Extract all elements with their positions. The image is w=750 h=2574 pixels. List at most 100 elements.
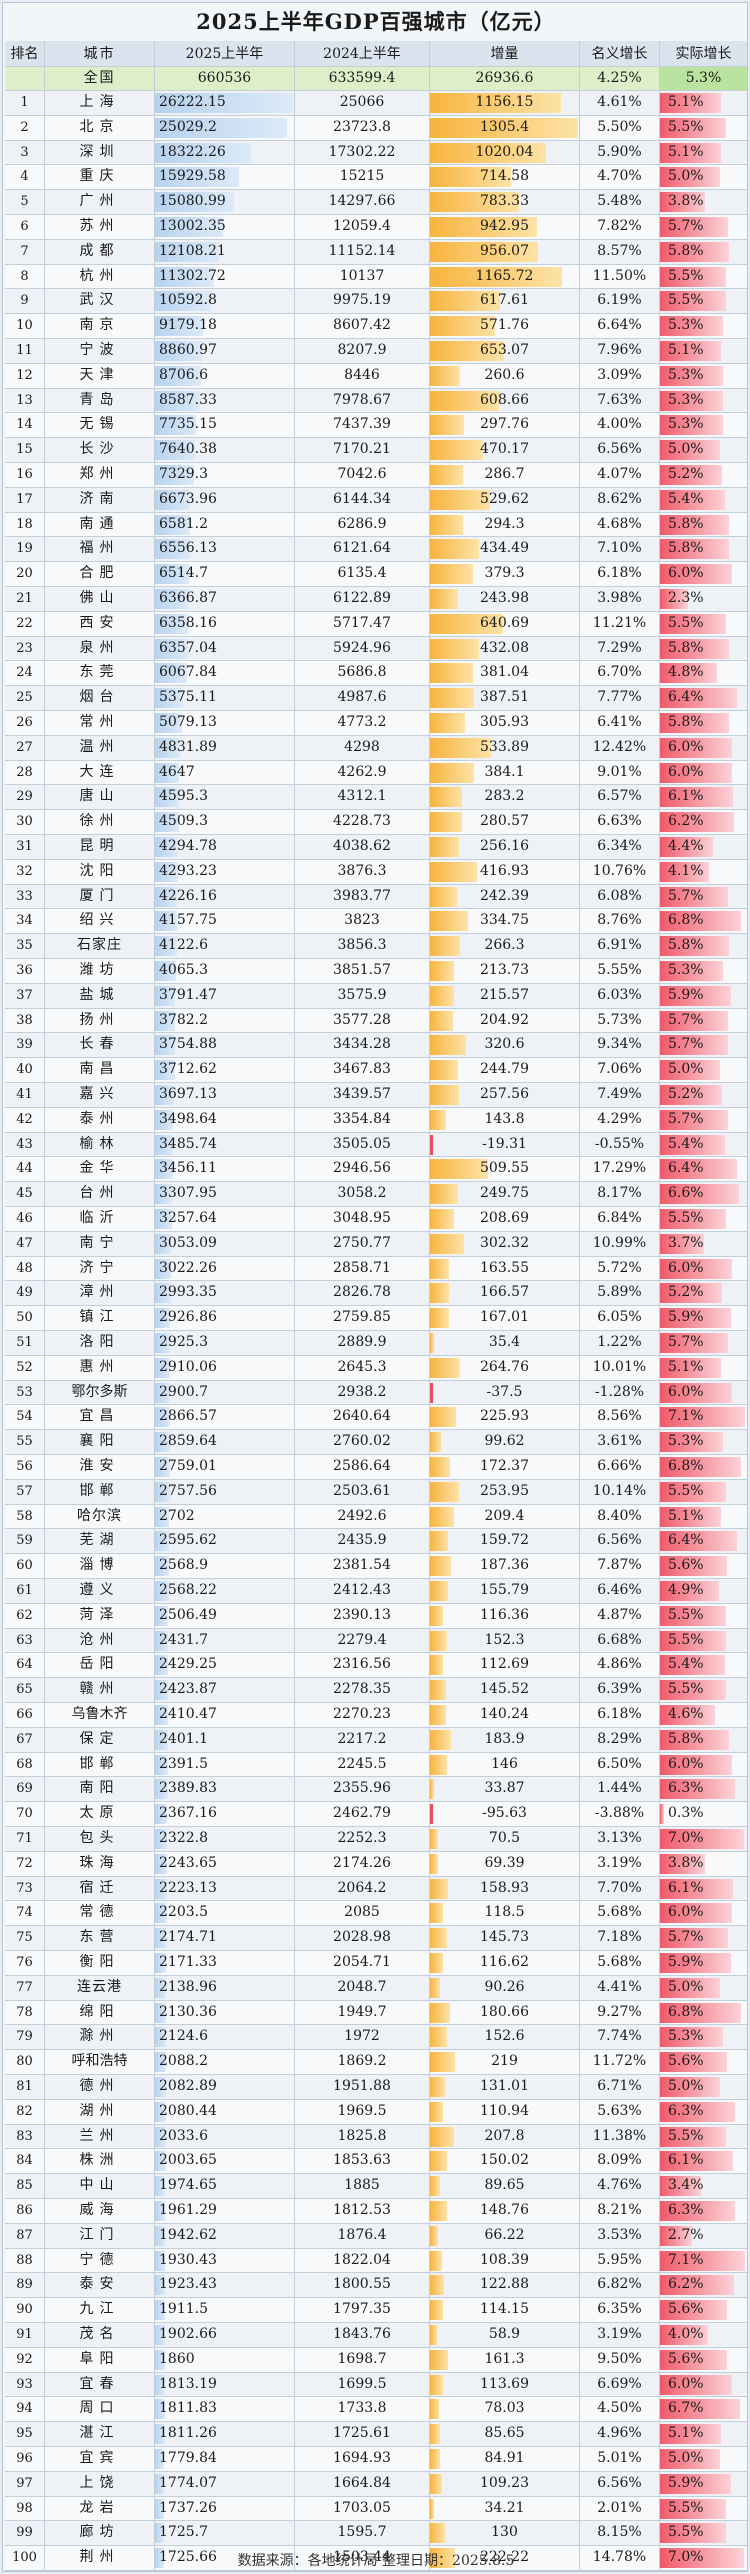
real-growth-cell: 6.0%	[660, 1753, 747, 1777]
increase-value: 294.3	[484, 515, 525, 532]
city-cell: 济南	[45, 487, 155, 512]
increase-bar	[430, 911, 468, 932]
gdp-2025-bar	[155, 1109, 174, 1130]
increase-value: 416.93	[480, 862, 529, 879]
increase-cell: 571.76	[430, 314, 580, 338]
table-header: 排名 城市 2025上半年 2024上半年 增量 名义增长 实际增长	[5, 41, 747, 67]
rank-cell: 66	[5, 1703, 45, 1727]
city-cell: 包头	[45, 1827, 155, 1851]
increase-bar	[430, 2449, 440, 2469]
total-real-growth: 5.3%	[660, 67, 747, 90]
city-cell: 岳阳	[45, 1653, 155, 1678]
increase-value: 387.51	[480, 689, 529, 706]
gdp-2025-bar	[155, 1853, 167, 1874]
gdp-2024-cell: 2390.13	[295, 1603, 430, 1628]
increase-value: 640.69	[480, 614, 529, 631]
gdp-2025-cell: 4509.3	[155, 810, 295, 834]
gdp-2025-bar	[155, 1010, 175, 1031]
rank-cell: 64	[5, 1653, 45, 1678]
gdp-2024-cell: 4298	[295, 735, 430, 760]
increase-bar	[430, 2349, 449, 2370]
gdp-2024-cell: 5686.8	[295, 661, 430, 686]
real-growth-cell: 0.3%	[660, 1802, 747, 1826]
gdp-2024-cell: 3577.28	[295, 1008, 430, 1033]
gdp-2025-bar	[155, 514, 190, 535]
increase-value: 257.56	[480, 1086, 529, 1102]
gdp-2024-cell: 2645.3	[295, 1355, 430, 1380]
gdp-2025-cell: 1974.65	[155, 2174, 295, 2198]
increase-bar	[430, 861, 478, 882]
increase-cell: 152.3	[430, 1628, 580, 1653]
real-growth-value: 5.7%	[668, 1011, 704, 1028]
nominal-growth-cell: 8.40%	[580, 1504, 660, 1529]
gdp-2024-cell: 7437.39	[295, 413, 430, 438]
increase-bar	[430, 1407, 456, 1428]
nominal-growth-cell: 8.17%	[580, 1182, 660, 1206]
real-growth-cell: 5.4%	[660, 488, 747, 512]
gdp-2025-bar	[155, 812, 179, 833]
real-growth-bar	[660, 1134, 725, 1155]
real-growth-value: 6.0%	[668, 2375, 704, 2392]
real-growth-cell: 6.3%	[660, 1777, 747, 1801]
gdp-2024-cell: 1869.2	[295, 2050, 430, 2074]
nominal-growth-cell: 7.87%	[580, 1554, 660, 1578]
gdp-2025-bar	[155, 985, 175, 1006]
gdp-2024-cell: 2760.02	[295, 1430, 430, 1454]
gdp-2025-cell: 2925.3	[155, 1331, 295, 1355]
increase-bar	[430, 936, 461, 957]
gdp-2024-cell: 1797.35	[295, 2298, 430, 2322]
real-growth-bar	[660, 1333, 729, 1353]
nominal-growth-cell: 6.57%	[580, 785, 660, 810]
increase-cell: 34.21	[430, 2496, 580, 2521]
gdp-2024-cell: 1703.05	[295, 2496, 430, 2521]
city-cell: 杭州	[45, 264, 155, 289]
increase-cell: 159.72	[430, 1529, 580, 1554]
city-cell: 龙岩	[45, 2496, 155, 2521]
city-cell: 沧州	[45, 1628, 155, 1653]
increase-value: 714.58	[480, 168, 529, 185]
real-growth-bar	[660, 1184, 739, 1205]
increase-value: 1305.4	[480, 118, 529, 135]
gdp-2025-value: 7329.3	[159, 466, 208, 482]
real-growth-bar	[660, 1010, 729, 1031]
real-growth-cell: 5.7%	[660, 1009, 747, 1033]
city-cell: 徐州	[45, 810, 155, 834]
city-cell: 宜宾	[45, 2447, 155, 2471]
nominal-growth-cell: 3.19%	[580, 1851, 660, 1876]
city-cell: 榆林	[45, 1132, 155, 1157]
nominal-growth-cell: 2.01%	[580, 2496, 660, 2521]
increase-bar	[430, 291, 501, 312]
real-growth-cell: 3.8%	[660, 190, 747, 214]
increase-cell: 283.2	[430, 785, 580, 810]
city-cell: 宿迁	[45, 1876, 155, 1901]
gdp-2025-value: 1737.26	[159, 2499, 217, 2516]
increase-bar	[430, 1506, 454, 1527]
gdp-2025-bar	[155, 217, 224, 237]
table-row: 40 南昌 3712.62 3467.83 244.79 7.06% 5.0%	[5, 1058, 747, 1083]
real-growth-value: 5.5%	[668, 2499, 704, 2516]
real-growth-bar	[660, 2002, 742, 2023]
gdp-2025-cell: 25029.2	[155, 115, 295, 140]
nominal-growth-cell: 10.14%	[580, 1479, 660, 1504]
city-cell: 江门	[45, 2223, 155, 2248]
city-cell: 泉州	[45, 636, 155, 661]
rank-cell: 10	[5, 314, 45, 338]
increase-bar	[430, 1233, 465, 1254]
rank-cell: 63	[5, 1628, 45, 1653]
gdp-2025-value: 2174.71	[159, 1929, 217, 1946]
city-cell: 南京	[45, 314, 155, 338]
nominal-growth-cell: 8.09%	[580, 2149, 660, 2174]
increase-cell: 222.22	[430, 2546, 580, 2570]
increase-cell: 70.5	[430, 1827, 580, 1851]
city-cell: 宜昌	[45, 1405, 155, 1430]
real-growth-value: 4.6%	[668, 1706, 704, 1722]
increase-value: 118.5	[484, 1904, 525, 1921]
real-growth-cell: 3.7%	[660, 1232, 747, 1256]
table-row: 18 南通 6581.2 6286.9 294.3 4.68% 5.8%	[5, 512, 747, 538]
real-growth-cell: 5.2%	[660, 1083, 747, 1107]
increase-bar	[430, 1680, 447, 1701]
nominal-growth-cell: 5.48%	[580, 190, 660, 214]
gdp-2024-cell: 2028.98	[295, 1926, 430, 1950]
increase-value: 113.69	[480, 2375, 529, 2392]
